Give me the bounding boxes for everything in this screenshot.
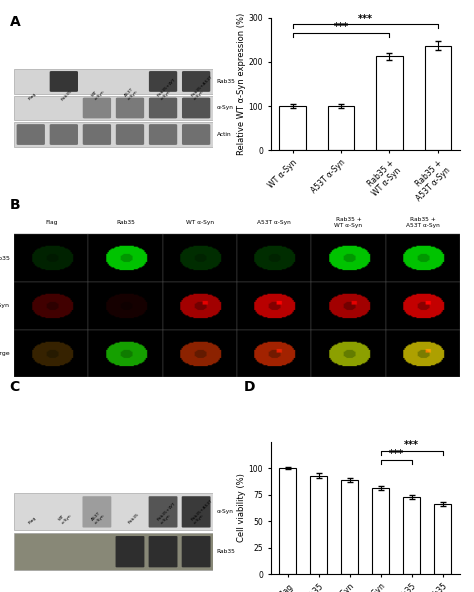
Bar xyxy=(89,330,163,377)
Bar xyxy=(311,234,385,282)
Text: Merge: Merge xyxy=(0,351,10,356)
Text: WT
α-Syn: WT α-Syn xyxy=(91,86,106,101)
Bar xyxy=(385,282,460,330)
Text: D: D xyxy=(244,380,255,394)
Text: Rab35 +
A53T α-Syn: Rab35 + A53T α-Syn xyxy=(406,217,439,228)
Text: A: A xyxy=(9,15,20,29)
Y-axis label: Cell viability (%): Cell viability (%) xyxy=(237,474,246,542)
Text: Rab35+WT
α-Syn: Rab35+WT α-Syn xyxy=(157,502,181,525)
FancyBboxPatch shape xyxy=(14,96,213,120)
Bar xyxy=(311,282,385,330)
FancyBboxPatch shape xyxy=(14,69,213,94)
Bar xyxy=(89,282,163,330)
Bar xyxy=(237,234,311,282)
Text: Rab35: Rab35 xyxy=(127,513,140,525)
Text: Rab35: Rab35 xyxy=(217,549,236,554)
Text: ***: *** xyxy=(389,449,404,459)
Bar xyxy=(434,504,451,574)
Text: Rab35: Rab35 xyxy=(116,220,135,226)
Bar xyxy=(14,234,89,282)
Bar xyxy=(385,234,460,282)
Text: ***: *** xyxy=(358,14,373,24)
FancyBboxPatch shape xyxy=(50,124,78,145)
Bar xyxy=(311,330,385,377)
Y-axis label: Relative WT α-Syn expression (%): Relative WT α-Syn expression (%) xyxy=(237,13,246,155)
Text: B: B xyxy=(9,198,20,213)
Bar xyxy=(328,106,355,150)
Text: Rab35: Rab35 xyxy=(61,89,73,101)
FancyBboxPatch shape xyxy=(149,496,177,527)
Bar xyxy=(163,234,237,282)
Bar xyxy=(237,330,311,377)
Text: Rab35+A53T
α-Syn: Rab35+A53T α-Syn xyxy=(190,498,217,525)
Bar xyxy=(237,282,311,330)
Text: Flag: Flag xyxy=(45,220,57,226)
Text: Actin: Actin xyxy=(217,132,231,137)
Bar xyxy=(89,234,163,282)
Bar xyxy=(163,330,237,377)
FancyBboxPatch shape xyxy=(116,124,144,145)
Bar xyxy=(279,468,296,574)
Bar xyxy=(279,106,306,150)
Bar xyxy=(14,330,89,377)
Text: ***: *** xyxy=(404,440,419,450)
Text: WT
α-Syn: WT α-Syn xyxy=(58,510,73,525)
FancyBboxPatch shape xyxy=(149,536,177,567)
FancyBboxPatch shape xyxy=(83,98,111,118)
FancyBboxPatch shape xyxy=(14,493,213,530)
FancyBboxPatch shape xyxy=(182,71,210,92)
Text: α-Syn: α-Syn xyxy=(217,509,234,514)
FancyBboxPatch shape xyxy=(182,536,210,567)
FancyBboxPatch shape xyxy=(83,124,111,145)
Text: Rab35+WT
α-Syn: Rab35+WT α-Syn xyxy=(157,78,181,101)
Bar xyxy=(163,282,237,330)
Text: α-Syn: α-Syn xyxy=(0,303,10,308)
Text: α-Syn: α-Syn xyxy=(217,105,234,111)
Text: A53T
α-Syn: A53T α-Syn xyxy=(91,510,106,525)
Text: Rab35: Rab35 xyxy=(217,79,236,84)
Bar xyxy=(14,282,89,330)
Bar xyxy=(310,475,328,574)
FancyBboxPatch shape xyxy=(182,496,210,527)
FancyBboxPatch shape xyxy=(116,98,144,118)
Text: WT α-Syn: WT α-Syn xyxy=(186,220,214,226)
Bar xyxy=(425,46,451,150)
Text: Rab35 +
WT α-Syn: Rab35 + WT α-Syn xyxy=(334,217,363,228)
Text: C: C xyxy=(9,380,20,394)
Bar xyxy=(376,56,403,150)
FancyBboxPatch shape xyxy=(82,496,111,527)
FancyBboxPatch shape xyxy=(182,98,210,118)
Text: Rab35: Rab35 xyxy=(0,256,10,260)
FancyBboxPatch shape xyxy=(182,124,210,145)
FancyBboxPatch shape xyxy=(116,536,145,567)
Bar xyxy=(385,330,460,377)
FancyBboxPatch shape xyxy=(149,98,177,118)
Text: Flag: Flag xyxy=(28,516,37,525)
Bar xyxy=(372,488,389,574)
FancyBboxPatch shape xyxy=(14,123,213,147)
FancyBboxPatch shape xyxy=(149,124,177,145)
FancyBboxPatch shape xyxy=(17,124,45,145)
Text: Flag: Flag xyxy=(28,92,37,101)
FancyBboxPatch shape xyxy=(149,71,177,92)
Text: A53T
α-Syn: A53T α-Syn xyxy=(124,86,139,101)
Text: ***: *** xyxy=(334,22,348,33)
FancyBboxPatch shape xyxy=(14,533,213,570)
Text: Rab35+A53T
α-Syn: Rab35+A53T α-Syn xyxy=(190,75,217,101)
Bar xyxy=(341,480,358,574)
Bar xyxy=(403,497,420,574)
Text: A53T α-Syn: A53T α-Syn xyxy=(257,220,291,226)
FancyBboxPatch shape xyxy=(50,71,78,92)
